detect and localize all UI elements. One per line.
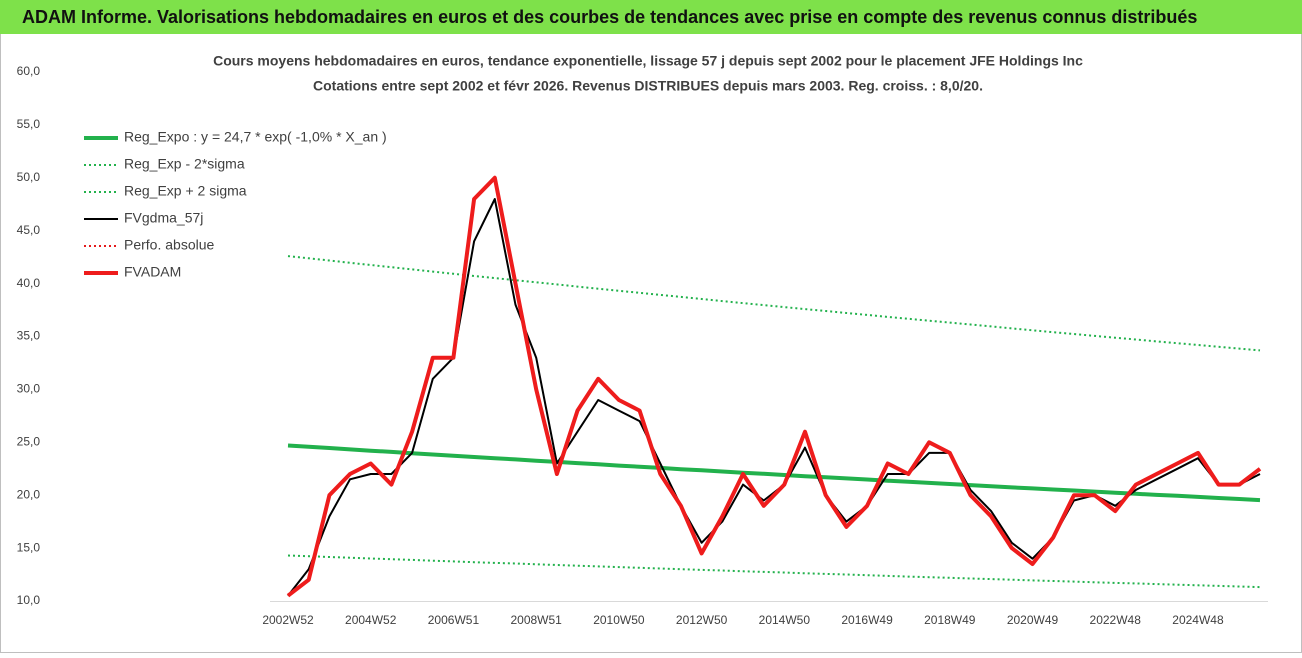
x-tick-label: 2024W48: [1172, 613, 1224, 627]
y-tick-label: 40,0: [17, 276, 41, 290]
x-tick-label: 2018W49: [924, 613, 976, 627]
legend-label: Reg_Exp - 2*sigma: [124, 156, 245, 172]
y-tick-label: 35,0: [17, 329, 41, 343]
chart-subtitle: Cotations entre sept 2002 et févr 2026. …: [313, 78, 983, 94]
legend-label: FVgdma_57j: [124, 210, 203, 226]
x-tick-label: 2020W49: [1007, 613, 1059, 627]
x-tick-label: 2006W51: [428, 613, 480, 627]
x-tick-label: 2008W51: [510, 613, 562, 627]
x-tick-label: 2022W48: [1090, 613, 1142, 627]
y-tick-label: 55,0: [17, 117, 41, 131]
legend-label: FVADAM: [124, 264, 181, 280]
y-tick-label: 45,0: [17, 223, 41, 237]
series-line: [287, 443, 1261, 503]
x-tick-label: 2004W52: [345, 613, 397, 627]
x-tick-label: 2014W50: [759, 613, 811, 627]
banner-title: ADAM Informe. Valorisations hebdomadaire…: [22, 7, 1197, 27]
y-tick-label: 50,0: [17, 170, 41, 184]
y-tick-label: 15,0: [17, 540, 41, 554]
y-tick-label: 30,0: [17, 382, 41, 396]
y-tick-label: 25,0: [17, 434, 41, 448]
y-tick-label: 20,0: [17, 487, 41, 501]
x-tick-label: 2012W50: [676, 613, 728, 627]
x-tick-label: 2002W52: [262, 613, 314, 627]
series-line: [287, 554, 1261, 589]
y-tick-label: 60,0: [17, 64, 41, 78]
legend-label: Perfo. absolue: [124, 237, 214, 253]
y-tick-label: 10,0: [17, 593, 41, 607]
banner: [0, 0, 1302, 34]
legend-label: Reg_Exp + 2 sigma: [124, 183, 247, 199]
legend-label: Reg_Expo : y = 24,7 * exp( -1,0% * X_an …: [124, 129, 387, 145]
x-tick-label: 2010W50: [593, 613, 645, 627]
series-line: [286, 175, 1262, 598]
x-tick-label: 2016W49: [841, 613, 893, 627]
chart-title: Cours moyens hebdomadaires en euros, ten…: [213, 53, 1083, 69]
